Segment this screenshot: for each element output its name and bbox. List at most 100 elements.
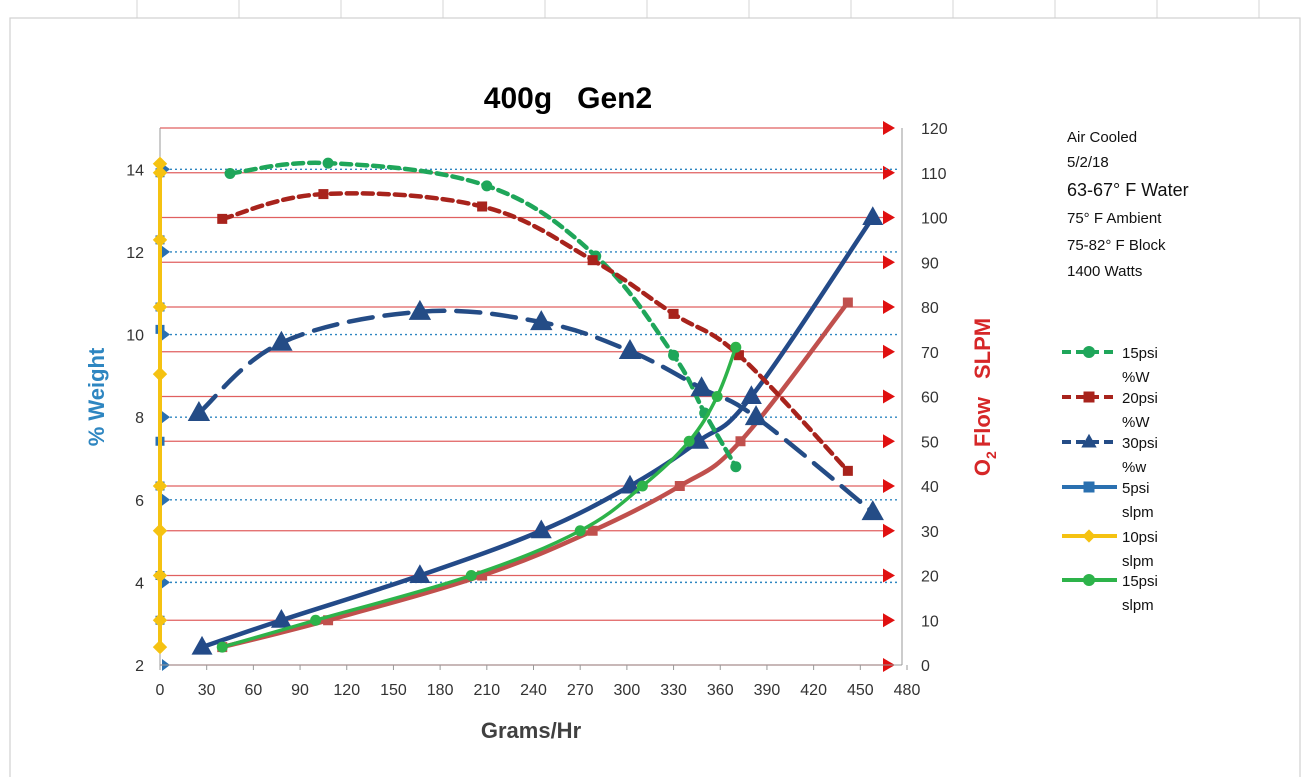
- data-point: [318, 189, 329, 200]
- data-point: [618, 339, 642, 360]
- legend-entry: 30psi %w: [1062, 433, 1158, 476]
- data-point: [270, 330, 293, 351]
- legend-label-unit: slpm: [1122, 504, 1154, 521]
- data-point: [862, 206, 884, 225]
- legend-label-unit: %W: [1122, 369, 1150, 386]
- series-20psi-w: [217, 189, 853, 476]
- y-right-tick-label: 100: [921, 211, 948, 228]
- data-point: [674, 481, 685, 491]
- data-point: [711, 391, 723, 402]
- gridline-arrow-marker: [883, 255, 895, 270]
- y-axis-right-label-sub: 2: [983, 451, 999, 459]
- annotation-line: 75-82° F Block: [1067, 237, 1166, 254]
- gridline-arrow-marker: [883, 479, 895, 493]
- data-point: [1083, 481, 1095, 493]
- y-right-tick-label: 70: [921, 345, 939, 362]
- y-right-tick-label: 50: [921, 434, 939, 451]
- y-axis-right-label: O2 Flow SLPM: [970, 318, 999, 476]
- data-point: [217, 213, 228, 224]
- y-left-tick-label: 10: [126, 328, 144, 345]
- data-point: [668, 349, 680, 361]
- gridline-arrow-marker: [883, 344, 895, 359]
- data-point: [636, 480, 648, 492]
- data-point: [409, 564, 431, 583]
- data-point: [187, 401, 211, 422]
- data-point: [477, 201, 488, 212]
- legend-label-unit: %w: [1122, 459, 1146, 476]
- y-right-tick-label: 120: [921, 121, 948, 138]
- x-tick-label: 180: [427, 682, 454, 699]
- legend-label: 5psi: [1122, 480, 1150, 497]
- legend-label: 10psi: [1122, 529, 1158, 546]
- data-point: [1082, 345, 1096, 359]
- y-right-tick-label: 30: [921, 524, 939, 541]
- x-tick-label: 120: [333, 682, 360, 699]
- data-point: [152, 366, 168, 382]
- gridline-arrow-marker: [883, 434, 895, 449]
- x-tick-label: 390: [754, 682, 781, 699]
- data-point: [690, 376, 713, 397]
- legend-label-unit: slpm: [1122, 553, 1154, 570]
- y-left-tick-label: 4: [135, 575, 144, 592]
- y-left-tick-label: 2: [135, 658, 144, 675]
- y-right-tick-label: 80: [921, 300, 939, 317]
- x-axis-label: Grams/Hr: [481, 718, 582, 743]
- data-point: [740, 385, 762, 404]
- data-point: [744, 405, 768, 426]
- data-point: [730, 341, 742, 353]
- data-point: [683, 435, 695, 447]
- legend-label: 15psi: [1122, 345, 1158, 362]
- data-point: [730, 461, 742, 473]
- data-point: [530, 310, 553, 331]
- x-tick-label: 30: [198, 682, 216, 699]
- left-tick-marker: [162, 411, 170, 424]
- x-tick-label: 420: [800, 682, 827, 699]
- spreadsheet-gridlines: [136, 0, 1260, 18]
- x-tick-label: 90: [291, 682, 309, 699]
- data-point: [152, 165, 168, 180]
- legend-label: 15psi: [1122, 573, 1158, 590]
- x-tick-label: 270: [567, 682, 594, 699]
- legend-entry: 10psi slpm: [1062, 529, 1158, 570]
- data-point: [1083, 391, 1095, 403]
- x-tick-label: 360: [707, 682, 734, 699]
- gridline-arrow-marker: [883, 121, 895, 135]
- plot-area: 0 10 20 30 40 50 60 70 80 90 100 110 120 2 4 6 8 10 12 14 0 3…: [126, 121, 948, 699]
- series-10psi-slpm: [152, 156, 168, 655]
- data-point: [861, 500, 884, 521]
- x-tick-label: 60: [244, 682, 262, 699]
- data-point: [152, 478, 168, 494]
- data-point: [530, 519, 552, 539]
- x-tick-label: 240: [520, 682, 547, 699]
- legend-entry: 5psi slpm: [1062, 480, 1154, 521]
- gridline-arrow-marker: [883, 613, 895, 628]
- x-tick-label: 450: [847, 682, 874, 699]
- data-point: [481, 180, 493, 192]
- legend-entry: 15psi %W: [1062, 345, 1158, 386]
- annotation-line: 5/2/18: [1067, 154, 1109, 171]
- data-point: [1081, 433, 1097, 448]
- y-axis-right-label-unit: SLPM: [970, 318, 995, 379]
- data-point: [733, 350, 744, 361]
- data-point: [735, 436, 746, 447]
- gridline-arrow-marker: [883, 389, 895, 404]
- y-right-tick-label: 60: [921, 390, 939, 407]
- gridline-arrow-marker: [883, 568, 895, 583]
- annotation-line: 63-67° F Water: [1067, 180, 1189, 200]
- data-point: [216, 641, 228, 653]
- data-point: [408, 299, 432, 320]
- data-point: [587, 255, 598, 266]
- y-right-tick-label: 110: [921, 166, 947, 183]
- legend-entry: 20psi %W: [1062, 390, 1158, 431]
- data-point: [191, 635, 213, 655]
- data-point: [574, 525, 586, 537]
- data-point: [587, 525, 598, 536]
- data-point: [224, 167, 236, 179]
- legend-entry: 15psi slpm: [1062, 573, 1158, 614]
- data-point: [152, 639, 168, 655]
- left-tick-marker: [162, 245, 170, 258]
- y-left-tick-label: 14: [126, 162, 144, 179]
- x-tick-label: 300: [614, 682, 641, 699]
